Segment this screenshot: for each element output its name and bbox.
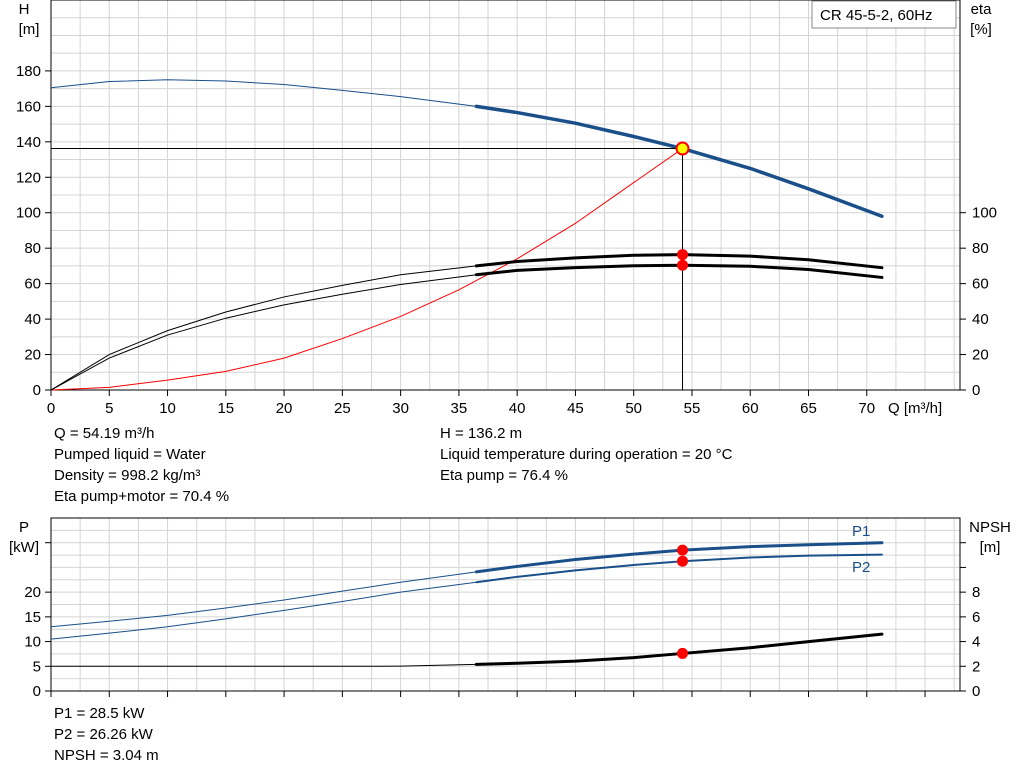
info-lower: P1 = 28.5 kW P2 = 26.26 kW NPSH = 3.04 m	[54, 703, 159, 766]
y-axis-unit-h: [m]	[19, 21, 40, 38]
p-tick-label: 20	[24, 584, 41, 601]
y-tick-label: 0	[33, 382, 41, 399]
duty-point-p1	[677, 544, 689, 556]
duty-point-eta-pump	[677, 249, 689, 261]
y-tick-label: 160	[16, 98, 41, 115]
head-curve-thin	[50, 79, 883, 217]
eta-pump-curve-thin	[50, 254, 882, 391]
eta-tick-label: 0	[972, 382, 980, 399]
duty-point-eta-total	[677, 259, 689, 271]
info-upper-left: Q = 54.19 m³/h Pumped liquid = Water Den…	[54, 423, 229, 507]
info-eta-pump: Eta pump = 76.4 %	[440, 467, 568, 484]
info-npsh: NPSH = 3.04 m	[54, 747, 159, 764]
x-axis-label: Q [m³/h]	[888, 400, 942, 417]
y-tick-label: 180	[16, 63, 41, 80]
y-axis-label-p: P	[19, 519, 29, 536]
duty-point-npsh	[677, 647, 689, 659]
eta-tick-label: 60	[972, 276, 989, 293]
y-tick-label: 140	[16, 134, 41, 151]
npsh-tick-label: 2	[972, 658, 980, 675]
x-tick-label: 5	[105, 400, 113, 417]
y-tick-label: 60	[24, 276, 41, 293]
x-tick-label: 45	[567, 400, 584, 417]
info-density: Density = 998.2 kg/m³	[54, 467, 201, 484]
y-axis-unit-p: [kW]	[9, 539, 39, 556]
eta-pump-curve-thick	[474, 253, 884, 270]
x-tick-label: 50	[625, 400, 642, 417]
lower-plot-frame	[50, 517, 961, 692]
p1-curve-thick	[474, 541, 884, 574]
info-eta-total: Eta pump+motor = 70.4 %	[54, 488, 230, 505]
x-tick-label: 15	[217, 400, 234, 417]
eta-tick-label: 100	[972, 205, 997, 222]
y-axis-label-h: H	[19, 1, 30, 18]
eta-tick-label: 40	[972, 311, 989, 328]
npsh-tick-label: 6	[972, 609, 980, 626]
y-tick-label: 20	[24, 347, 41, 364]
model-box	[811, 0, 957, 29]
x-tick-label: 60	[742, 400, 759, 417]
series-label-p2: P2	[852, 559, 870, 576]
duty-point-p2	[677, 555, 689, 567]
info-flow: Q = 54.19 m³/h	[54, 425, 155, 442]
y-axis-unit-eta: [%]	[970, 21, 992, 38]
y-axis-label-eta: eta	[971, 1, 993, 18]
duty-point-head	[675, 141, 690, 156]
y-axis-label-npsh: NPSH	[969, 519, 1011, 536]
info-temperature: Liquid temperature during operation = 20…	[440, 446, 733, 463]
npsh-tick-label: 4	[972, 634, 980, 651]
npsh-curve-thin	[51, 633, 882, 667]
eta-tick-label: 20	[972, 347, 989, 364]
info-liquid: Pumped liquid = Water	[54, 446, 206, 463]
x-tick-label: 70	[858, 400, 875, 417]
x-tick-label: 35	[451, 400, 468, 417]
p-tick-label: 0	[33, 683, 41, 700]
y-axis-unit-npsh: [m]	[980, 539, 1001, 556]
system-curve	[50, 148, 683, 391]
x-tick-label: 0	[47, 400, 55, 417]
model-label: CR 45-5-2, 60Hz	[820, 7, 933, 24]
info-head: H = 136.2 m	[440, 425, 523, 442]
x-tick-label: 10	[159, 400, 176, 417]
x-tick-label: 25	[334, 400, 351, 417]
info-upper-right: H = 136.2 m Liquid temperature during op…	[440, 423, 732, 486]
x-tick-label: 30	[392, 400, 409, 417]
upper-plot-frame	[50, 0, 961, 391]
y-tick-label: 120	[16, 169, 41, 186]
info-p1: P1 = 28.5 kW	[54, 705, 145, 722]
x-tick-label: 40	[509, 400, 526, 417]
x-tick-label: 20	[276, 400, 293, 417]
npsh-tick-label: 0	[972, 683, 980, 700]
p-tick-label: 15	[24, 609, 41, 626]
head-curve-thick	[474, 104, 884, 219]
p-tick-label: 10	[24, 634, 41, 651]
y-tick-label: 40	[24, 311, 41, 328]
p-tick-label: 5	[33, 658, 41, 675]
y-tick-label: 80	[24, 240, 41, 257]
x-tick-label: 55	[684, 400, 701, 417]
y-tick-label: 100	[16, 205, 41, 222]
npsh-curve-thick	[474, 632, 884, 666]
eta-total-curve-thick	[474, 263, 884, 279]
eta-tick-label: 80	[972, 240, 989, 257]
x-tick-label: 65	[800, 400, 817, 417]
p2-curve-thick	[475, 553, 883, 584]
npsh-tick-label: 8	[972, 584, 980, 601]
series-label-p1: P1	[852, 523, 870, 540]
info-p2: P2 = 26.26 kW	[54, 726, 153, 743]
